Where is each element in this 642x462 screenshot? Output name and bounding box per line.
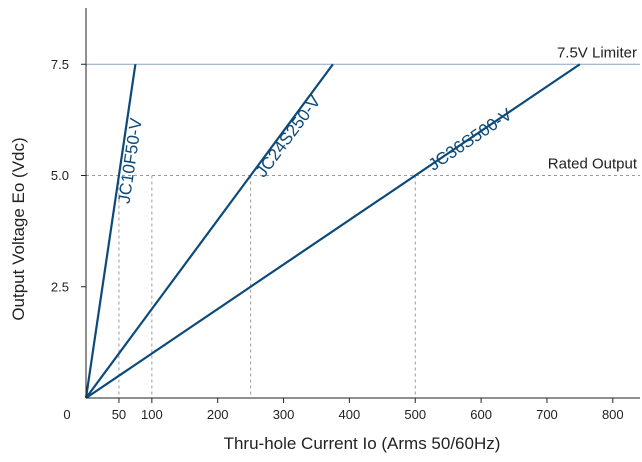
x-tick-label-0: 0 [63, 407, 70, 422]
x-tick-label-300: 300 [273, 407, 295, 422]
x-tick-label-100: 100 [141, 407, 163, 422]
axes [85, 8, 640, 399]
series-line-2 [85, 63, 334, 399]
series-line-3 [85, 63, 581, 399]
x-tick-label-500: 500 [404, 407, 426, 422]
x-tick-label-400: 400 [339, 407, 361, 422]
x-tick-label-800: 800 [602, 407, 624, 422]
reference-line-label-1: 7.5V Limiter [557, 44, 637, 61]
x-tick-label-200: 200 [207, 407, 229, 422]
x-axis-title: Thru-hole Current Io (Arms 50/60Hz) [224, 434, 501, 453]
series-line-1 [84, 64, 137, 399]
y-tick-label-1: 5.0 [51, 168, 69, 183]
y-axis-title: Output Voltage Eo (Vdc) [9, 137, 28, 320]
labels: 7.5V Limiter Rated Output JC10F50-V JC24S25… [114, 44, 637, 205]
series-label-2: JC24S250-V [252, 92, 325, 181]
reference-line-label-2: Rated Output [548, 156, 638, 173]
drop-lines [118, 175, 416, 398]
series-label-3: JC36S500-V [425, 105, 516, 175]
x-tick-label-50: 50 [112, 407, 126, 422]
reference-lines [86, 63, 640, 176]
ticks: 0 50 100 200 300 400 500 600 700 800 2.5 5.0 7.5 [51, 57, 624, 422]
x-tick-label-600: 600 [470, 407, 492, 422]
y-tick-label-2: 7.5 [51, 57, 69, 72]
series-label-1: JC10F50-V [114, 116, 145, 204]
y-tick-label-0: 2.5 [51, 279, 69, 294]
x-tick-label-700: 700 [536, 407, 558, 422]
series-lines [84, 63, 581, 399]
